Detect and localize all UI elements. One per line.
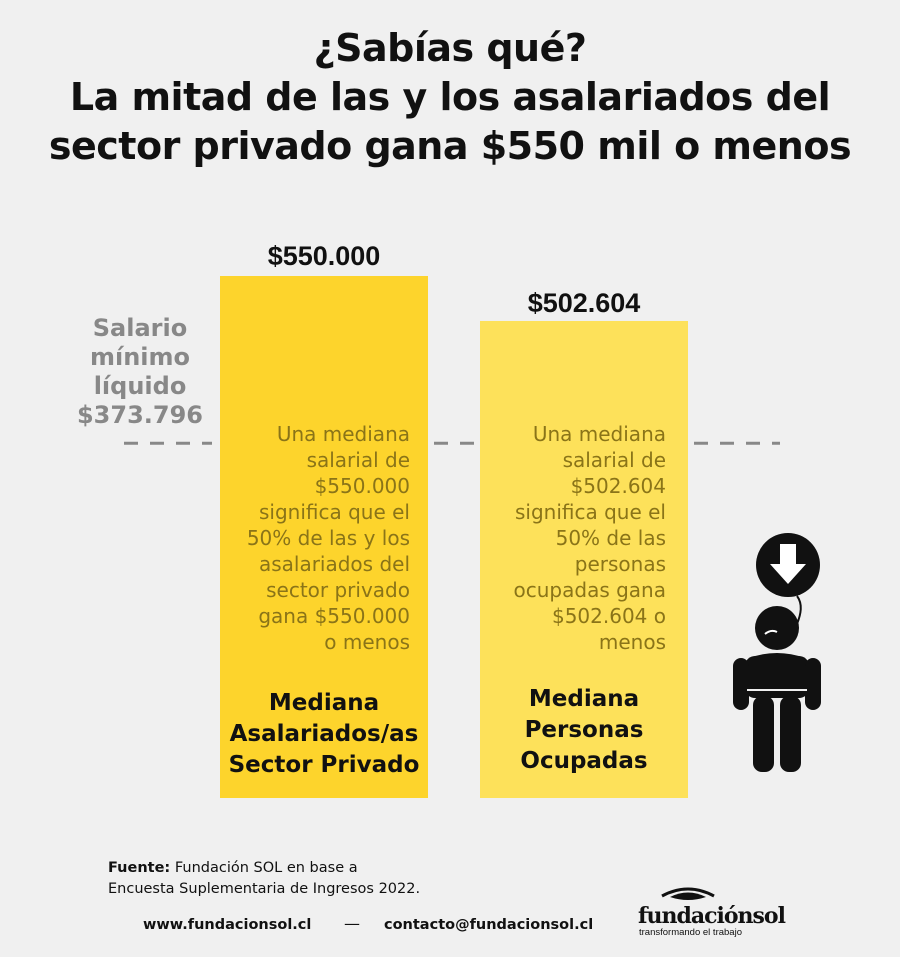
source-note: Fuente: Fundación SOL en base a Encuesta… (108, 858, 420, 900)
minimum-wage-label-line: Salario (92, 314, 188, 342)
logo-tagline: transformando el trabajo (639, 927, 742, 938)
eye-logo-icon (661, 887, 715, 900)
source-text-line-2: Encuesta Suplementaria de Ingresos 2022. (108, 881, 421, 897)
title-line-1: ¿Sabías qué? (313, 26, 587, 70)
bar-description-line: Una mediana (276, 422, 410, 446)
bar-category-line: Personas (524, 717, 644, 743)
bar-description-line: sector privado (266, 578, 410, 602)
bar-category-line: Asalariados/as (229, 721, 419, 747)
bar-category-label: Mediana Personas Ocupadas (480, 684, 688, 777)
bar-description-line: 50% de las y los (246, 526, 410, 550)
bar-description-line: menos (598, 630, 666, 654)
logo-wordmark: fundaciónsol (638, 903, 786, 929)
minimum-wage-label: Salario mínimo líquido $373.796 (70, 314, 210, 430)
bar-category-line: Mediana (268, 690, 380, 716)
minimum-wage-label-line: $373.796 (76, 401, 203, 429)
bar-value-label: $550.000 (267, 241, 381, 271)
fundacion-sol-logo: fundaciónsol transformando el trabajo (638, 886, 786, 938)
minimum-wage-label-line: líquido (93, 372, 187, 400)
bar-description-line: personas (574, 552, 666, 576)
bar-1 (220, 276, 428, 798)
bar-value-label: $502.604 (527, 288, 641, 318)
minimum-wage-label-line: mínimo (89, 343, 191, 371)
bar-2 (480, 320, 688, 798)
bar-category-line: Mediana (528, 686, 640, 712)
bar-description: Una mediana salarial de $502.604 signifi… (488, 421, 666, 655)
bar-category-line: Sector Privado (228, 752, 420, 778)
bar-description: Una mediana salarial de $550.000 signifi… (228, 421, 410, 655)
bar-description-line: ocupadas gana (513, 578, 666, 602)
title-line-2: La mitad de las y los asalariados del (69, 75, 831, 119)
bar-description-line: asalariados del (258, 552, 410, 576)
bar-description-line: significa que el (258, 500, 410, 524)
bar-description-line: gana $550.000 (258, 604, 410, 628)
bar-description-line: $502.604 (570, 474, 666, 498)
source-label: Fuente: (108, 860, 171, 876)
page-title: ¿Sabías qué? La mitad de las y los asala… (0, 24, 900, 171)
bar-description-line: $550.000 (314, 474, 410, 498)
source-text: Fundación SOL en base a (174, 860, 358, 876)
bar-description-line: o menos (324, 630, 410, 654)
bar-description-line: 50% de las (555, 526, 666, 550)
title-line-3: sector privado gana $550 mil o menos (48, 124, 852, 168)
bar-description-line: Una mediana (532, 422, 666, 446)
sad-person-icon (733, 533, 821, 772)
bar-category-label: Mediana Asalariados/as Sector Privado (220, 688, 428, 781)
bar-description-line: salarial de (306, 448, 410, 472)
bar-description-line: salarial de (562, 448, 666, 472)
bar-category-line: Ocupadas (520, 748, 648, 774)
bar-description-line: significa que el (514, 500, 666, 524)
bar-description-line: $502.604 o (551, 604, 666, 628)
footer-separator: — (344, 914, 360, 933)
email-link[interactable]: contacto@fundacionsol.cl (384, 917, 594, 933)
website-link[interactable]: www.fundacionsol.cl (143, 917, 312, 933)
